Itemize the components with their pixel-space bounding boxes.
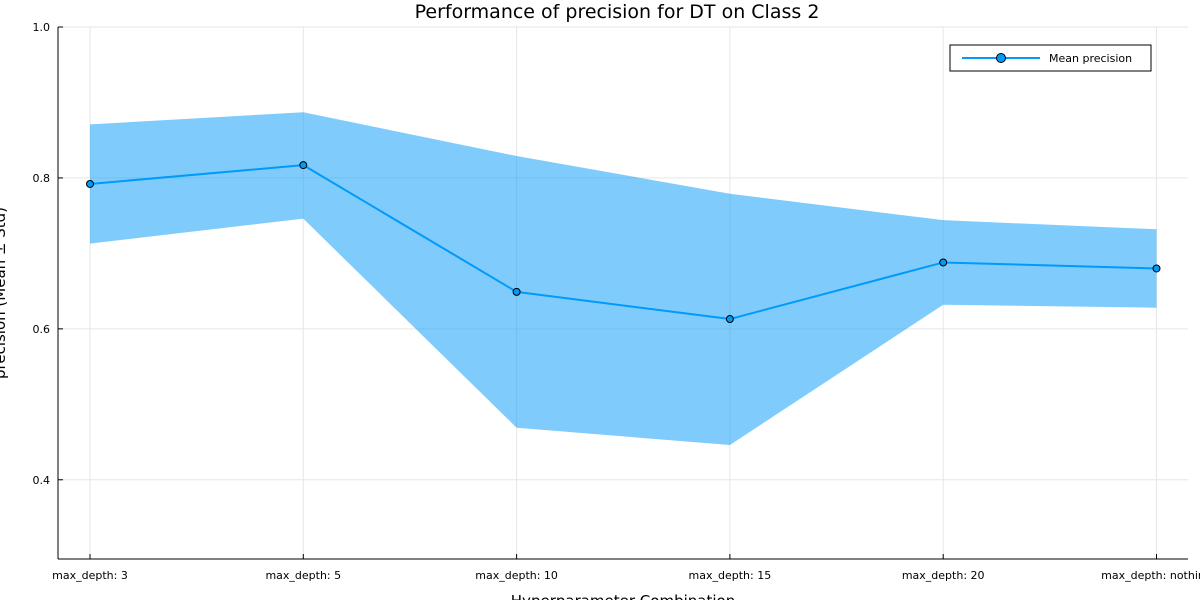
- y-axis-title: precision (Mean ± Std): [0, 207, 9, 379]
- x-tick-label: max_depth: 5: [265, 569, 341, 582]
- x-tick-label: max_depth: 20: [902, 569, 985, 582]
- std-band: [90, 112, 1157, 446]
- markers-layer: [86, 161, 1161, 324]
- legend-label: Mean precision: [1049, 52, 1132, 65]
- y-tick-label: 0.8: [33, 172, 51, 185]
- legend-marker-swatch: [996, 53, 1006, 63]
- data-point: [86, 179, 94, 188]
- data-point: [725, 315, 734, 324]
- x-tick-label: max_depth: nothing: [1101, 569, 1200, 582]
- series-line: [89, 164, 1157, 321]
- x-tick-label: max_depth: 3: [52, 569, 128, 582]
- y-tick-label: 0.6: [33, 323, 51, 336]
- y-tick-labels: 0.4 0.6 0.8 1.0: [33, 21, 51, 487]
- y-tick-label: 0.4: [33, 474, 51, 487]
- x-tick-label: max_depth: 10: [475, 569, 558, 582]
- data-point: [512, 287, 521, 296]
- series-line-layer: [89, 164, 1157, 321]
- std-band-layer: [90, 112, 1157, 446]
- x-axis-title: Hyperparameter Combination: [511, 592, 735, 600]
- y-tick-label: 1.0: [33, 21, 51, 34]
- axes: [57, 26, 1188, 560]
- data-point: [939, 258, 948, 267]
- data-point: [1152, 264, 1161, 273]
- x-tick-label: max_depth: 15: [689, 569, 772, 582]
- legend: Mean precision: [949, 44, 1152, 72]
- data-point: [299, 161, 308, 170]
- chart-title: Performance of precision for DT on Class…: [415, 1, 820, 23]
- legend-box: [949, 44, 1152, 72]
- x-tick-labels: max_depth: 3 max_depth: 5 max_depth: 10 max…: [52, 569, 1200, 582]
